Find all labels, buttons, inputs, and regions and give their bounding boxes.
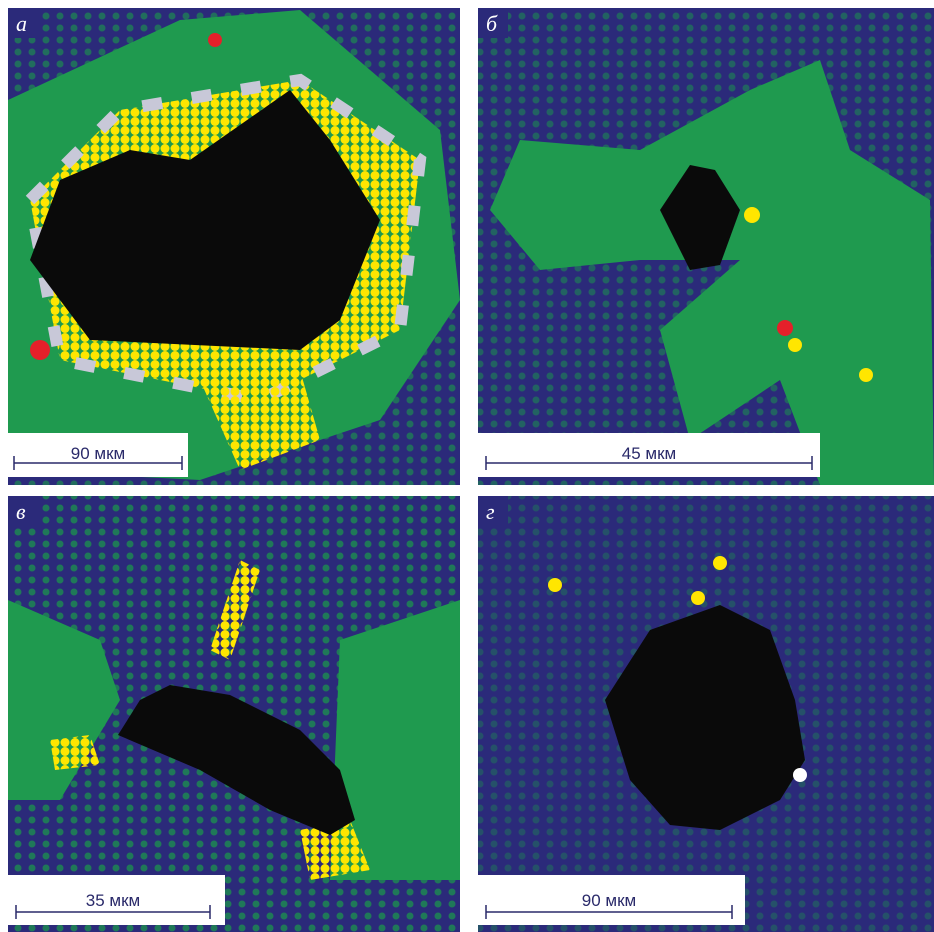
panel-a: а 90 мкм	[8, 8, 460, 485]
scale-bar-label: 45 мкм	[622, 444, 676, 463]
panel-label: а	[16, 11, 27, 36]
red-spot	[208, 33, 222, 47]
white-spot	[793, 768, 807, 782]
panel-label: б	[486, 11, 498, 36]
scale-bar-label: 35 мкм	[86, 891, 140, 910]
yellow-spot	[713, 556, 727, 570]
panel-c: в 35 мкм	[8, 496, 460, 932]
panel-b: б 45 мкм	[478, 8, 934, 485]
yellow-spot	[788, 338, 802, 352]
red-spot	[777, 320, 793, 336]
scale-bar-label: 90 мкм	[71, 444, 125, 463]
figure: а 90 мкм б 45 мкм в 35 мкм	[0, 0, 934, 932]
scale-bar-label: 90 мкм	[582, 891, 636, 910]
panel-label: в	[16, 499, 26, 524]
red-spot	[30, 340, 50, 360]
page: а 90 мкм б 45 мкм в 35 мкм	[0, 0, 934, 932]
panel-d: г 90 мкм	[478, 496, 934, 932]
panel-label: г	[486, 499, 495, 524]
yellow-spot	[744, 207, 760, 223]
yellow-spot	[548, 578, 562, 592]
yellow-spot	[691, 591, 705, 605]
yellow-spot	[859, 368, 873, 382]
